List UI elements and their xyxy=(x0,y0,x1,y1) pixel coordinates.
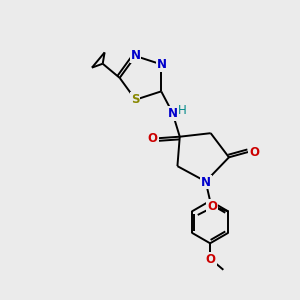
Text: O: O xyxy=(207,200,218,213)
Text: S: S xyxy=(131,93,139,106)
Text: H: H xyxy=(178,104,187,117)
Text: O: O xyxy=(249,146,259,158)
Text: N: N xyxy=(168,106,178,120)
Text: O: O xyxy=(148,132,158,145)
Text: N: N xyxy=(157,58,167,71)
Text: O: O xyxy=(206,253,216,266)
Text: N: N xyxy=(130,49,140,62)
Text: N: N xyxy=(201,176,211,188)
